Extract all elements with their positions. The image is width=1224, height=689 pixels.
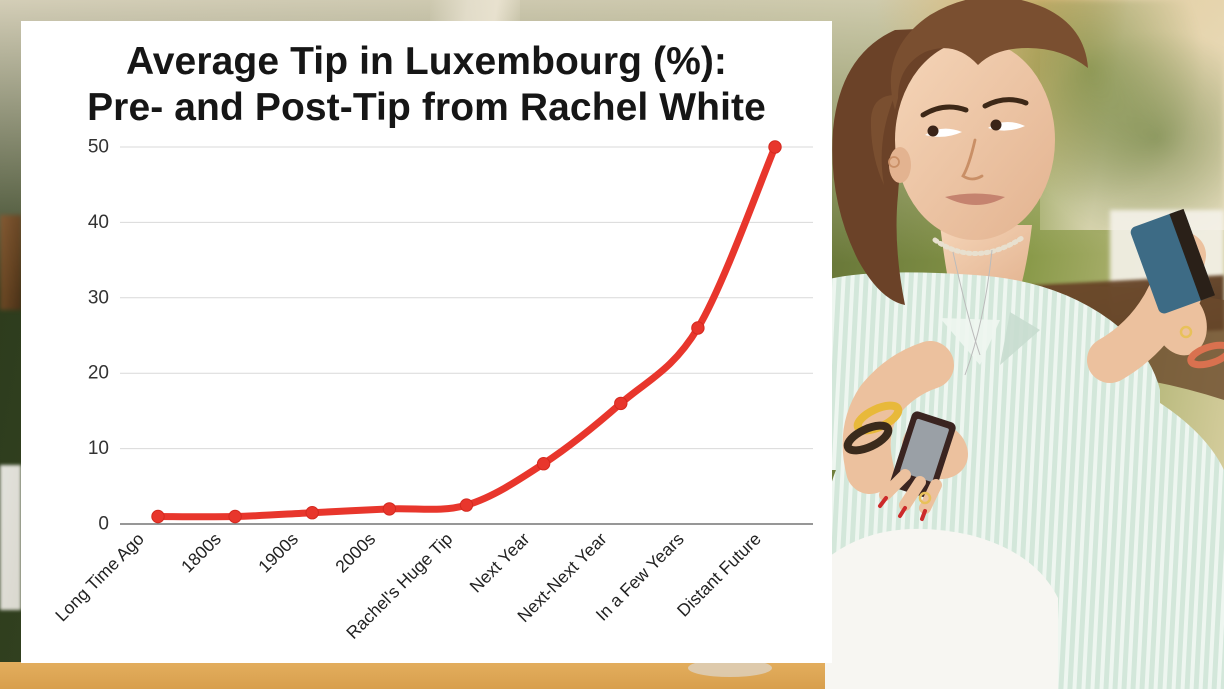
svg-text:30: 30 [88, 287, 109, 308]
svg-text:2000s: 2000s [331, 529, 379, 577]
svg-text:50: 50 [88, 137, 109, 158]
svg-text:0: 0 [98, 514, 109, 535]
svg-text:40: 40 [88, 212, 109, 233]
svg-text:1800s: 1800s [177, 529, 225, 577]
svg-text:Next Year: Next Year [466, 529, 534, 597]
svg-text:10: 10 [88, 438, 109, 459]
svg-text:Long Time Ago: Long Time Ago [51, 529, 148, 626]
svg-text:20: 20 [88, 363, 109, 384]
svg-text:1900s: 1900s [254, 529, 302, 577]
